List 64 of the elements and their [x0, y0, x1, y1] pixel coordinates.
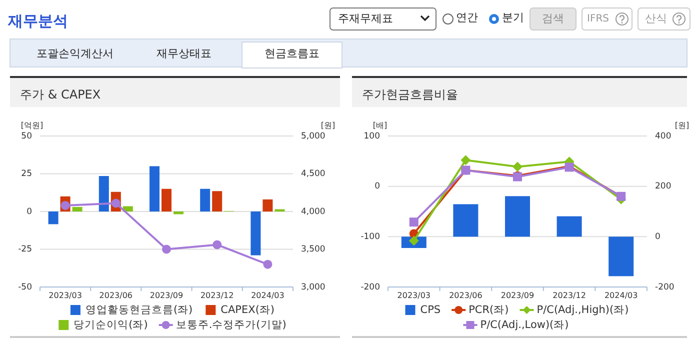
- y2-tick-label: 0: [655, 232, 660, 242]
- point: [263, 260, 272, 269]
- header: 재무분석 주재무제표 연간 분기 검색 IFRS 산식 포괄손익계산서 재무상태표 현금흐름표: [8, 8, 690, 68]
- y-tick-label: -200: [360, 282, 380, 292]
- bar: [608, 236, 634, 276]
- bar: [174, 212, 184, 214]
- x-tick-label: 2024/03: [604, 291, 638, 300]
- bar: [162, 188, 172, 212]
- x-tick-label: 2023/12: [552, 291, 586, 300]
- y2-tick-label: 3,000: [301, 282, 326, 292]
- y-tick-label: 50: [21, 131, 32, 142]
- legend-label: 당기순이익(좌): [74, 318, 148, 331]
- bar: [453, 204, 478, 237]
- y2-tick-label: 4,500: [301, 169, 326, 180]
- bar: [98, 176, 109, 212]
- bar: [150, 166, 160, 212]
- y2-tick-label: 5,000: [301, 131, 326, 142]
- y-axis-title: [억원]: [20, 121, 44, 130]
- legend-label: PCR(좌): [468, 304, 509, 316]
- bar: [556, 216, 582, 237]
- bar: [262, 199, 273, 212]
- y2-tick-label: 3,500: [301, 244, 326, 255]
- y-axis-title: [배]: [372, 121, 388, 130]
- x-tick-label: 2024/03: [251, 291, 284, 300]
- legend-label: P/C(Adj.,High)(좌): [536, 304, 629, 316]
- y2-tick-label: 400: [655, 131, 672, 142]
- y-tick-label: 0: [374, 182, 380, 192]
- y2-axis-title: [원]: [320, 121, 336, 130]
- point: [212, 240, 222, 250]
- bar: [122, 206, 133, 212]
- point: [460, 155, 471, 166]
- x-tick-label: 2023/03: [397, 291, 431, 300]
- bar: [250, 212, 261, 256]
- point: [409, 218, 418, 227]
- legend-label: 보통주.수정주가(기말): [176, 318, 286, 331]
- legend-label: P/C(Adj.,Low)(좌): [480, 318, 569, 331]
- y-tick-label: -50: [18, 282, 32, 292]
- legend-label: 영업활동현금흐름(좌): [85, 304, 193, 316]
- bar: [72, 206, 82, 212]
- bar: [48, 212, 58, 224]
- chart-title: 주가현금흐름비율: [362, 87, 458, 102]
- bar: [505, 196, 530, 237]
- y-tick-label: 100: [364, 131, 380, 142]
- x-tick-label: 2023/03: [48, 291, 82, 300]
- bar: [200, 188, 210, 212]
- y-tick-label: -25: [18, 244, 32, 255]
- legend-label: CPS: [420, 304, 441, 316]
- x-tick-label: 2023/06: [449, 291, 482, 300]
- point: [512, 162, 522, 172]
- x-tick-label: 2023/06: [99, 291, 133, 300]
- y-tick-label: 25: [21, 169, 32, 180]
- y-tick-label: 0: [26, 206, 32, 217]
- x-tick-label: 2023/09: [150, 291, 184, 300]
- x-tick-label: 2023/12: [200, 291, 234, 300]
- legend-label: CAPEX(좌): [220, 304, 275, 316]
- y2-tick-label: -200: [655, 282, 674, 292]
- y2-tick-label: 4,000: [301, 206, 326, 217]
- chart-title: 주가 & CAPEX: [20, 87, 101, 102]
- bar: [212, 191, 222, 212]
- point: [162, 244, 171, 254]
- y2-tick-label: 200: [655, 182, 672, 192]
- y-tick-label: -100: [360, 232, 380, 242]
- y2-axis-title: [원]: [674, 121, 690, 130]
- x-tick-label: 2023/09: [500, 291, 534, 300]
